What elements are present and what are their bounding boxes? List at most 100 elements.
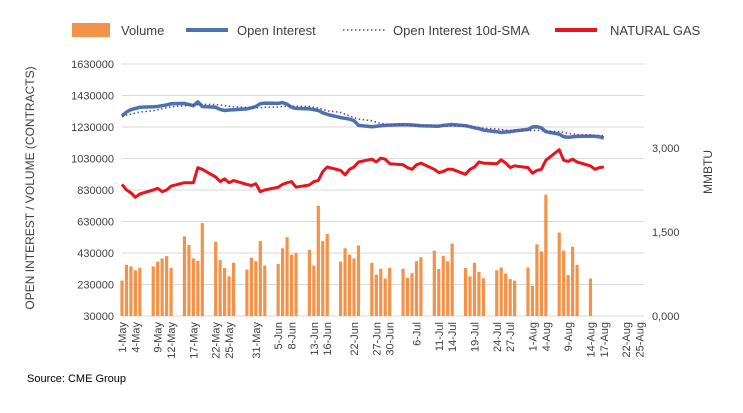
x-tick-label: 17-May — [188, 322, 200, 359]
x-tick-label: 31-May — [251, 322, 263, 359]
y-left-tick-label: 1230000 — [71, 122, 114, 134]
volume-bar — [321, 241, 325, 316]
open-interest-sma-line — [121, 103, 604, 137]
volume-bar — [530, 285, 535, 316]
y-left-tick-label: 430000 — [77, 248, 114, 260]
volume-bar — [468, 276, 472, 316]
volume-bar — [450, 243, 454, 316]
volume-bar — [401, 268, 405, 316]
volume-bar — [223, 267, 227, 316]
x-tick-label: 27-Jul — [505, 322, 517, 352]
volume-bar — [218, 260, 222, 316]
volume-bar — [200, 223, 204, 316]
x-tick-label: 30-Jun — [385, 322, 397, 356]
x-tick-label: 14-Aug — [585, 322, 597, 357]
volume-bar — [405, 277, 410, 316]
volume-bar — [129, 266, 133, 316]
volume-bar — [441, 255, 445, 316]
volume-bar — [571, 246, 575, 316]
volume-bar — [276, 264, 280, 316]
open-interest-line — [120, 100, 605, 140]
volume-bar — [343, 248, 347, 316]
volume-bar — [347, 254, 352, 316]
x-tick-label: 13-Jun — [309, 322, 321, 356]
volume-bars — [120, 194, 593, 316]
volume-bar — [388, 267, 392, 316]
y-left-tick-labels: 30000 230000 430000 630000 830000 1030000 1230… — [71, 59, 114, 323]
x-tick-label: 11-Jul — [434, 322, 446, 351]
volume-bar — [566, 275, 570, 316]
y-left-tick-label: 1430000 — [71, 91, 114, 103]
volume-bar — [379, 268, 383, 316]
x-tick-label: 4-Aug — [541, 322, 553, 351]
volume-bar — [289, 254, 294, 316]
volume-bar — [588, 278, 593, 316]
volume-bar — [481, 278, 485, 316]
volume-bar — [169, 267, 173, 316]
x-tick-label: 12-May — [166, 322, 178, 359]
volume-bar — [356, 245, 361, 316]
x-tick-label: 14-Jul — [447, 322, 459, 352]
x-tick-labels: 1-May 4-May 9-May 12-May 17-May 22-May 25-May 3… — [117, 322, 647, 359]
volume-bar — [504, 273, 508, 316]
y-left-tick-label: 1030000 — [71, 154, 114, 166]
volume-bar — [156, 261, 160, 316]
volume-bar — [138, 267, 142, 316]
volume-bar — [339, 261, 343, 316]
volume-bar — [499, 267, 503, 316]
y-right-axis-title: MMBTU — [701, 150, 715, 194]
x-tick-label: 8-Jun — [287, 322, 299, 350]
volume-bar — [539, 251, 543, 316]
x-tick-label: 5-Jun — [273, 322, 285, 350]
volume-bar — [446, 261, 450, 316]
volume-bar — [191, 258, 195, 316]
volume-bar — [245, 269, 249, 316]
y-left-tick-label: 1630000 — [71, 59, 114, 71]
y-right-tick-label: 0,000 — [652, 311, 680, 323]
volume-bar — [151, 266, 155, 316]
y-left-tick-label: 30000 — [83, 311, 114, 323]
volume-bar — [249, 257, 253, 316]
series-lines — [120, 100, 605, 199]
volume-bar — [120, 280, 124, 316]
x-tick-label: 25-Aug — [635, 322, 647, 357]
y-right-tick-label: 1,500 — [652, 227, 680, 239]
volume-bar — [526, 267, 530, 316]
volume-bar — [374, 274, 378, 316]
volume-bar — [258, 241, 262, 316]
volume-bar — [383, 278, 387, 316]
volume-bar — [307, 249, 311, 316]
y-left-tick-label: 630000 — [77, 217, 114, 229]
volume-bar — [227, 276, 231, 316]
x-tick-label: 22-Aug — [621, 322, 633, 357]
volume-bar — [285, 237, 289, 316]
volume-bar — [575, 264, 579, 316]
x-tick-label: 22-May — [211, 322, 223, 359]
volume-bar — [312, 265, 316, 316]
gridlines — [122, 63, 644, 317]
volume-bar — [370, 262, 374, 316]
volume-bar — [316, 205, 320, 316]
x-tick-label: 17-Aug — [599, 322, 611, 357]
legend-swatch-volume — [72, 23, 110, 37]
volume-bar — [124, 264, 129, 316]
legend-label: NATURAL GAS — [610, 23, 701, 38]
y-left-tick-label: 830000 — [77, 185, 114, 197]
natural-gas-line — [120, 148, 605, 199]
volume-bar — [214, 241, 218, 316]
volume-bar — [294, 253, 298, 316]
y-left-axis-title: OPEN INTEREST / VOLUME (CONTRACTS) — [23, 66, 37, 309]
x-tick-label: 22-Jun — [349, 322, 361, 356]
volume-bar — [463, 267, 468, 316]
volume-bar — [187, 245, 191, 316]
x-tick-label: 25-May — [224, 322, 236, 359]
volume-bar — [160, 258, 164, 316]
y-left-tick-label: 230000 — [77, 280, 114, 292]
legend-label: Volume — [121, 23, 164, 38]
volume-bar — [231, 262, 236, 316]
volume-bar — [472, 262, 477, 316]
volume-bar — [544, 194, 548, 316]
x-tick-label: 9-May — [153, 322, 165, 353]
